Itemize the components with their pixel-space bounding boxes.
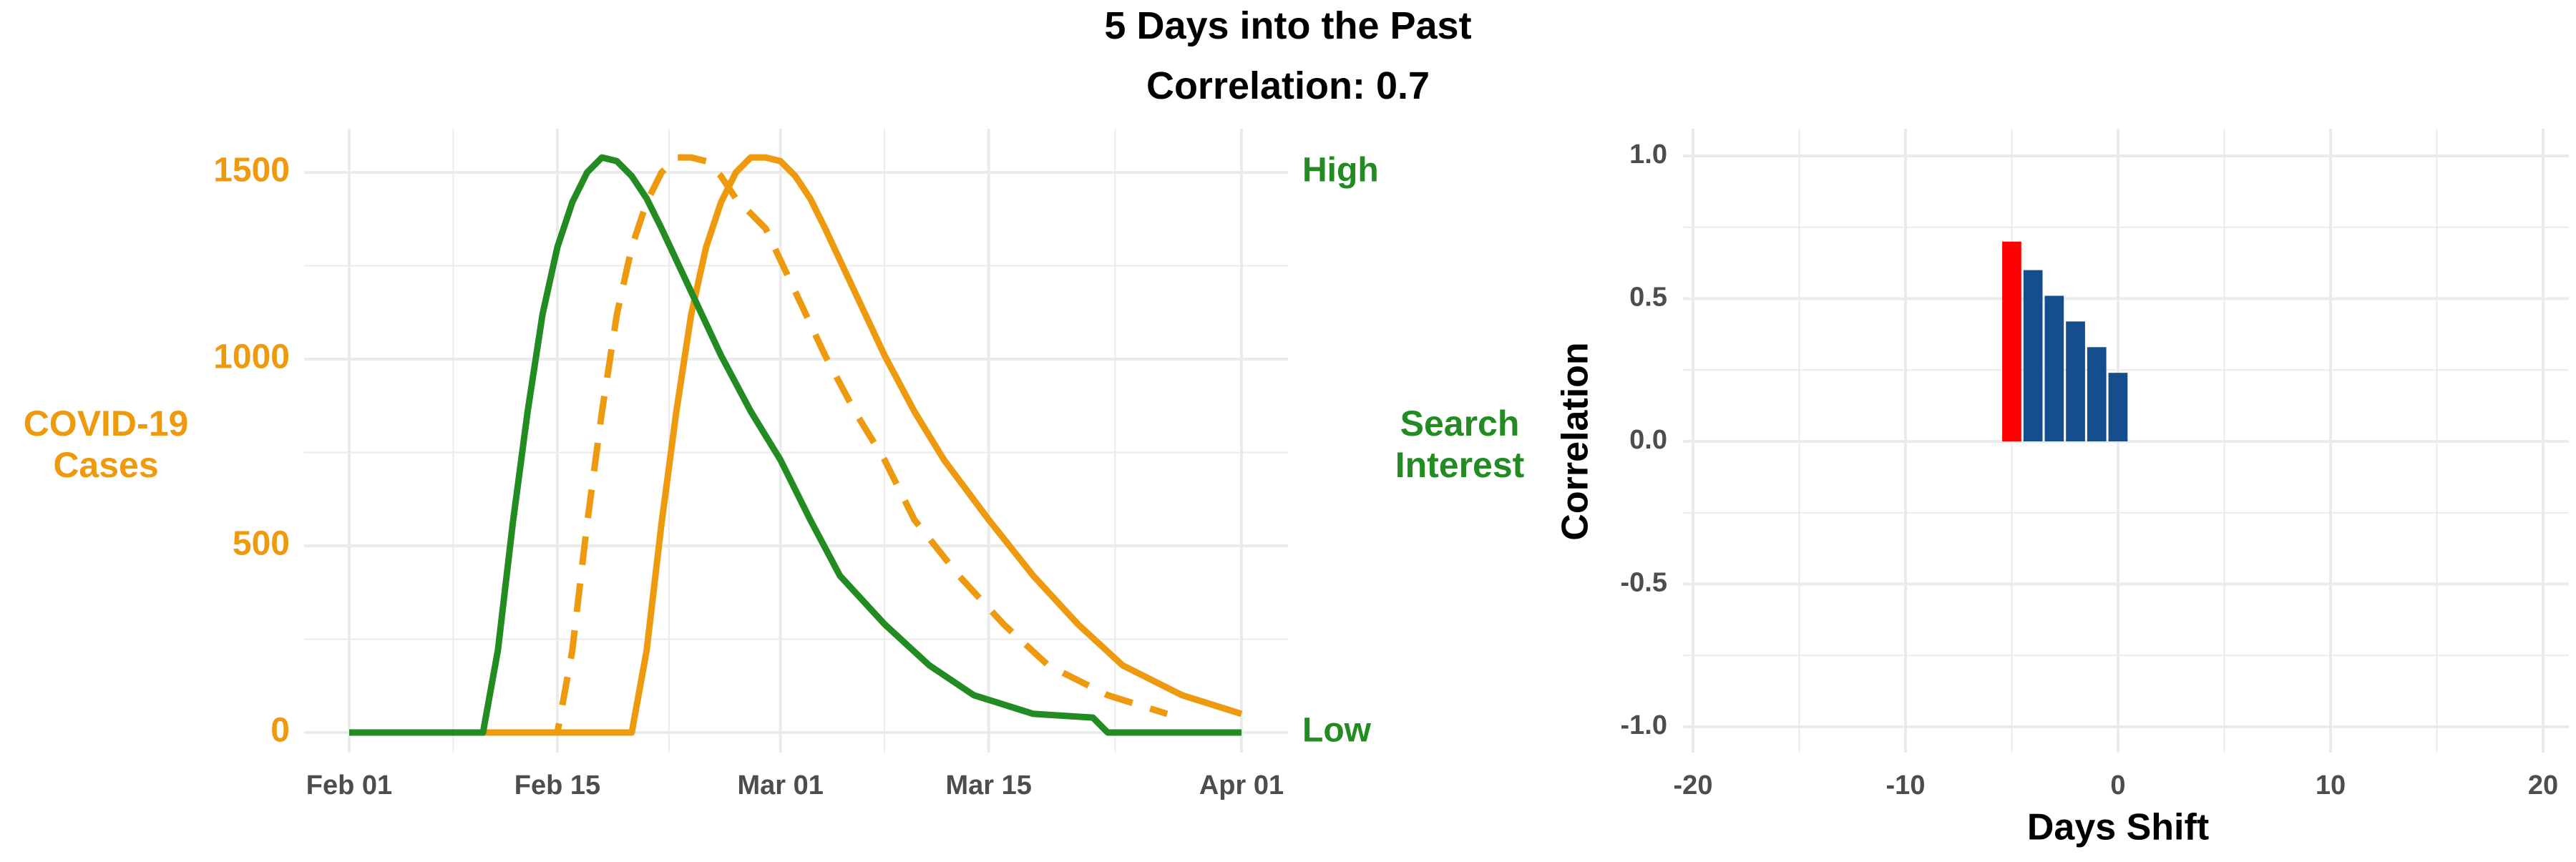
- left-axis-labels: 0 500 1000 1500 High Low Feb 01 Feb 15 Mar 01 Mar…: [24, 152, 1525, 800]
- y-tick-label-left: 1500: [213, 152, 290, 190]
- y-tick-label: -1.0: [1621, 710, 1667, 740]
- correlation-bar: [2066, 321, 2085, 441]
- x-axis-label: Days Shift: [2027, 807, 2209, 848]
- y-axis-label: Correlation: [1555, 342, 1596, 540]
- x-tick-label: 0: [2110, 770, 2125, 800]
- y-axis-label-left: COVID-19 Cases: [24, 403, 189, 485]
- x-tick-label: 10: [2316, 770, 2346, 800]
- x-tick-label: Mar 01: [738, 770, 824, 800]
- y-tick-label: 0.5: [1629, 283, 1667, 313]
- correlation-bar: [2087, 347, 2107, 441]
- cases-shifted-dashed-line: [349, 154, 1169, 736]
- y-tick-label-left: 1000: [213, 338, 290, 376]
- y-tick-label-left: 500: [233, 525, 290, 563]
- correlation-bars: [2002, 241, 2128, 441]
- correlation-bar: [2108, 373, 2128, 441]
- x-tick-label: Feb 15: [514, 770, 600, 800]
- figure-subtitle: Correlation: 0.7: [1146, 64, 1430, 107]
- y-tick-label: 1.0: [1629, 139, 1667, 170]
- right-axis-labels: -1.0 -0.5 0.0 0.5 1.0 -20 -10 0 10 20 Days Shift Co…: [1555, 139, 2558, 848]
- y-tick-label: 0.0: [1629, 425, 1667, 455]
- y-tick-label: -0.5: [1621, 568, 1667, 598]
- y-axis-label-right: Search Interest: [1395, 403, 1525, 485]
- y-tick-label-right: High: [1302, 152, 1379, 190]
- y-tick-label-right: Low: [1302, 712, 1372, 750]
- correlation-bar: [2044, 295, 2064, 441]
- x-tick-label: -10: [1886, 770, 1926, 800]
- x-tick-label: -20: [1674, 770, 1713, 800]
- left-series-lines: [349, 154, 1243, 736]
- correlation-bar-highlight: [2002, 241, 2021, 441]
- right-gridlines: [1683, 129, 2569, 753]
- cases-line: [349, 154, 1243, 736]
- left-gridlines: [304, 129, 1288, 753]
- search-interest-line: [349, 154, 1241, 736]
- correlation-bar-chart: -1.0 -0.5 0.0 0.5 1.0 -20 -10 0 10 20 Days Shift Co…: [1555, 129, 2569, 848]
- x-tick-label: 20: [2528, 770, 2558, 800]
- x-tick-label: Feb 01: [306, 770, 392, 800]
- x-tick-label: Apr 01: [1199, 770, 1284, 800]
- y-tick-label-left: 0: [270, 712, 290, 750]
- cases-vs-search-line-chart: 0 500 1000 1500 High Low Feb 01 Feb 15 Mar 01 Mar…: [24, 129, 1525, 800]
- x-tick-label: Mar 15: [945, 770, 1031, 800]
- correlation-bar: [2023, 270, 2043, 441]
- figure-title: 5 Days into the Past: [1104, 4, 1471, 47]
